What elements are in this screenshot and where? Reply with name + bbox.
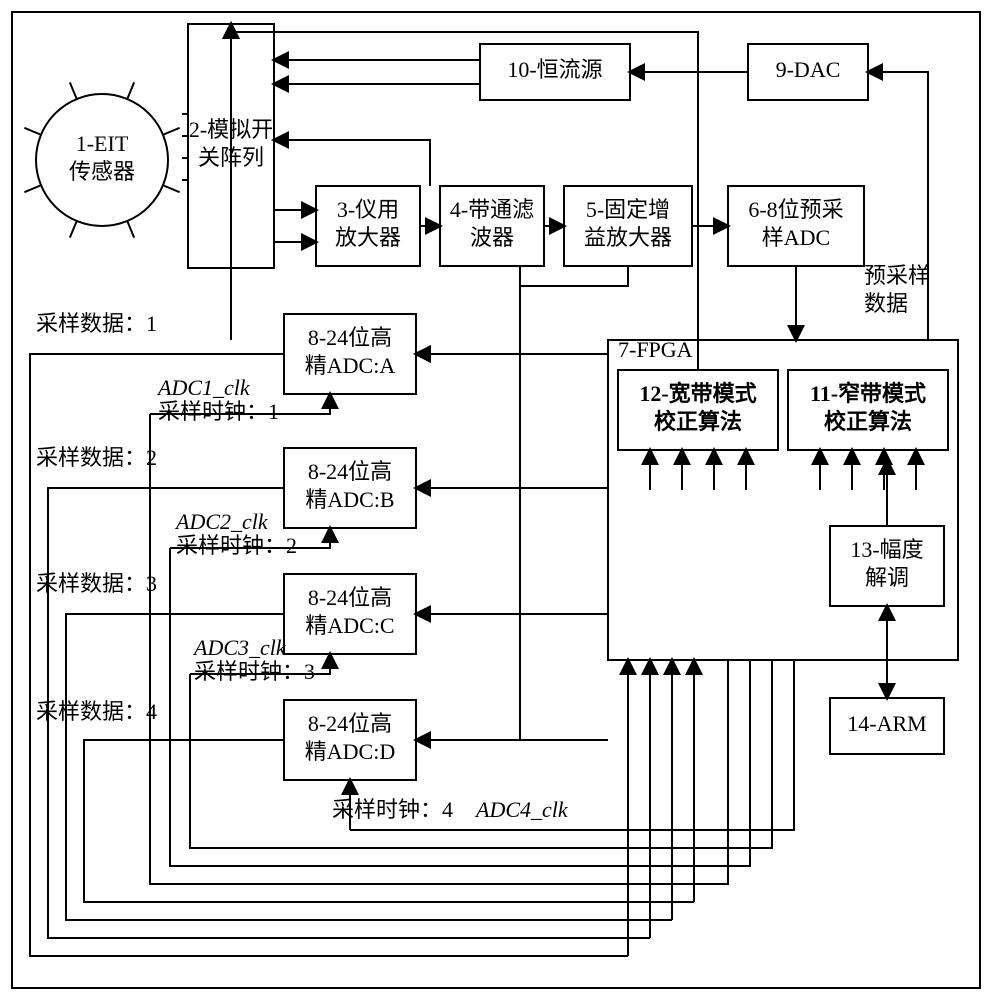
- svg-text:12-宽带模式: 12-宽带模式: [639, 381, 756, 406]
- svg-text:精ADC:B: 精ADC:B: [305, 487, 394, 512]
- svg-text:精ADC:D: 精ADC:D: [305, 739, 395, 764]
- svg-text:数据: 数据: [864, 291, 908, 316]
- svg-text:8-24位高: 8-24位高: [308, 325, 392, 350]
- svg-text:校正算法: 校正算法: [654, 409, 742, 434]
- svg-text:13-幅度: 13-幅度: [850, 537, 923, 562]
- svg-text:4-带通滤: 4-带通滤: [450, 197, 534, 222]
- svg-text:5-固定增: 5-固定增: [586, 197, 670, 222]
- svg-text:采样时钟：4: 采样时钟：4: [332, 797, 453, 822]
- svg-text:预采样: 预采样: [864, 263, 930, 288]
- svg-text:采样时钟：3: 采样时钟：3: [194, 659, 315, 684]
- svg-text:11-窄带模式: 11-窄带模式: [810, 381, 926, 406]
- svg-text:采样数据：1: 采样数据：1: [36, 311, 157, 336]
- svg-text:精ADC:C: 精ADC:C: [305, 613, 394, 638]
- svg-text:7-FPGA: 7-FPGA: [618, 337, 693, 362]
- svg-text:益放大器: 益放大器: [584, 225, 672, 250]
- svg-text:采样数据：2: 采样数据：2: [36, 445, 157, 470]
- svg-text:精ADC:A: 精ADC:A: [305, 353, 396, 378]
- svg-text:校正算法: 校正算法: [824, 409, 912, 434]
- svg-text:样ADC: 样ADC: [762, 225, 830, 250]
- svg-text:ADC3_clk: ADC3_clk: [192, 635, 287, 660]
- svg-text:8-24位高: 8-24位高: [308, 711, 392, 736]
- svg-text:采样数据：3: 采样数据：3: [36, 571, 157, 596]
- svg-text:ADC2_clk: ADC2_clk: [174, 509, 269, 534]
- svg-text:3-仪用: 3-仪用: [337, 197, 399, 222]
- svg-text:8-24位高: 8-24位高: [308, 459, 392, 484]
- svg-text:波器: 波器: [470, 225, 514, 250]
- svg-text:ADC4_clk: ADC4_clk: [474, 797, 569, 822]
- svg-text:1-EIT: 1-EIT: [76, 131, 129, 156]
- svg-text:6-8位预采: 6-8位预采: [748, 197, 843, 222]
- svg-text:8-24位高: 8-24位高: [308, 585, 392, 610]
- svg-text:解调: 解调: [865, 565, 909, 590]
- svg-text:采样数据：4: 采样数据：4: [36, 699, 157, 724]
- svg-text:ADC1_clk: ADC1_clk: [156, 375, 251, 400]
- svg-text:采样时钟：1: 采样时钟：1: [158, 399, 279, 424]
- svg-text:9-DAC: 9-DAC: [776, 57, 841, 82]
- svg-text:放大器: 放大器: [335, 225, 401, 250]
- svg-text:传感器: 传感器: [69, 159, 135, 184]
- svg-text:采样时钟：2: 采样时钟：2: [176, 533, 297, 558]
- svg-text:10-恒流源: 10-恒流源: [507, 57, 602, 82]
- svg-text:14-ARM: 14-ARM: [847, 711, 926, 736]
